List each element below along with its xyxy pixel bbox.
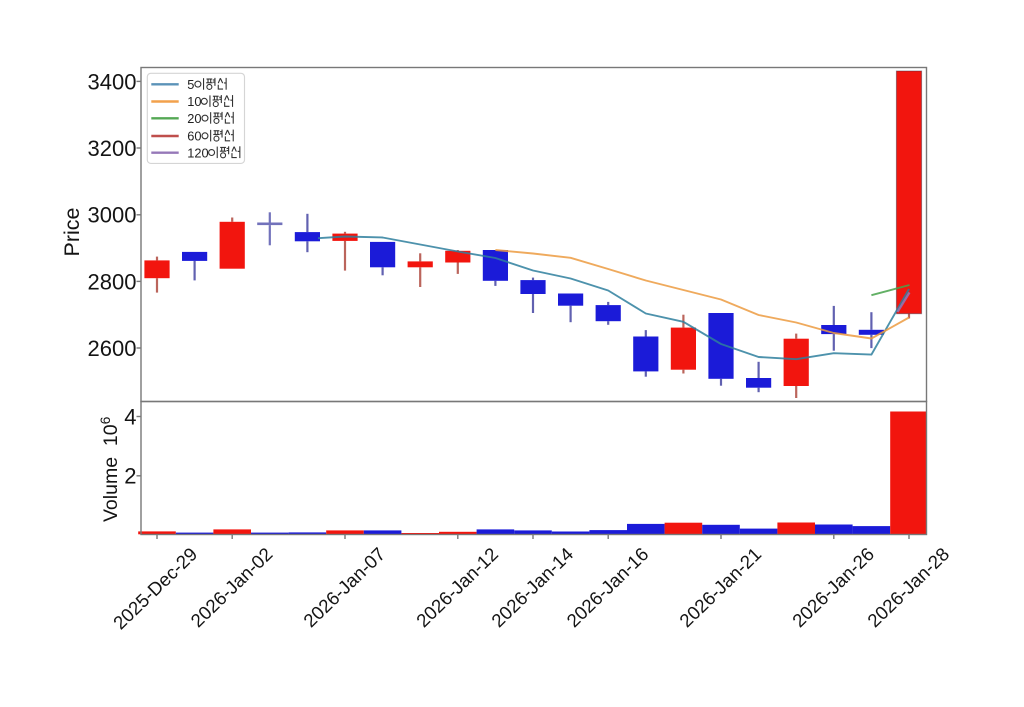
svg-text:2: 2 [124, 464, 136, 489]
svg-text:3400: 3400 [88, 69, 137, 94]
svg-text:Price: Price [60, 208, 84, 257]
svg-text:2800: 2800 [88, 269, 137, 294]
svg-text:120: 120 [187, 145, 208, 160]
svg-text:10: 10 [187, 94, 201, 109]
svg-text:Volume 106: Volume 106 [97, 416, 122, 522]
svg-text:5: 5 [187, 77, 194, 92]
svg-text:4: 4 [124, 404, 136, 429]
svg-text:3000: 3000 [88, 203, 137, 228]
svg-text:3200: 3200 [88, 136, 137, 161]
svg-text:20: 20 [187, 111, 201, 126]
svg-text:60: 60 [187, 129, 201, 144]
svg-text:2600: 2600 [88, 336, 137, 361]
